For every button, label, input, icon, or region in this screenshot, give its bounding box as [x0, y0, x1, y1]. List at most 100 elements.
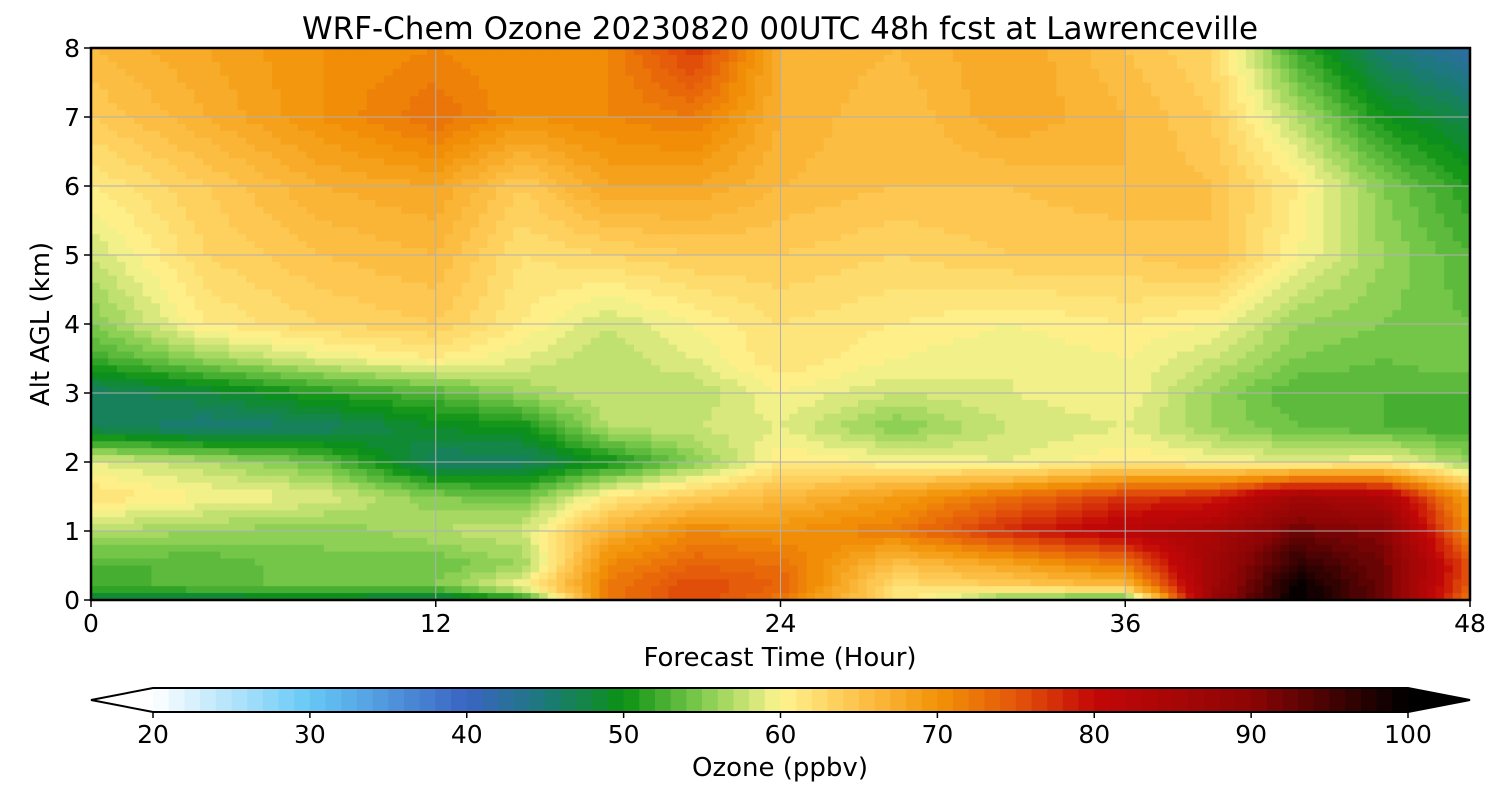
heatmap-cell	[228, 179, 239, 187]
heatmap-cell	[271, 255, 282, 263]
heatmap-cell	[677, 117, 687, 125]
heatmap-cell	[556, 227, 566, 235]
heatmap-cell	[901, 172, 911, 180]
heatmap-cell	[470, 89, 480, 97]
heatmap-cell	[513, 165, 523, 173]
heatmap-cell	[452, 186, 463, 194]
heatmap-cell	[332, 117, 342, 125]
heatmap-cell	[625, 179, 635, 187]
heatmap-cell	[866, 179, 876, 187]
heatmap-cell	[737, 130, 747, 139]
heatmap-cell	[746, 89, 756, 97]
heatmap-cell	[728, 54, 739, 63]
heatmap-cell	[452, 137, 463, 146]
heatmap-cell	[789, 137, 799, 146]
heatmap-cell	[487, 241, 497, 249]
heatmap-cell	[806, 48, 816, 56]
heatmap-cell	[349, 117, 359, 125]
heatmap-cell	[478, 186, 489, 194]
heatmap-cell	[728, 117, 739, 125]
heatmap-cell	[944, 199, 954, 208]
heatmap-cell	[271, 61, 282, 70]
heatmap-cell	[478, 220, 489, 228]
heatmap-cell	[840, 82, 851, 90]
heatmap-cell	[814, 61, 825, 70]
heatmap-cell	[1357, 192, 1368, 201]
heatmap-cell	[1366, 68, 1376, 77]
heatmap-cell	[203, 199, 213, 208]
heatmap-cell	[452, 206, 463, 215]
heatmap-cell	[625, 123, 635, 132]
heatmap-cell	[1383, 199, 1394, 208]
heatmap-cell	[1245, 110, 1256, 118]
heatmap-cell	[461, 220, 471, 228]
heatmap-cell	[99, 220, 109, 228]
heatmap-cell	[168, 241, 178, 249]
heatmap-cell	[1039, 103, 1049, 111]
heatmap-cell	[1194, 103, 1204, 111]
heatmap-cell	[927, 186, 937, 194]
heatmap-cell	[746, 234, 756, 242]
heatmap-cell	[590, 68, 601, 77]
heatmap-cell	[763, 103, 773, 111]
heatmap-cell	[633, 206, 644, 215]
heatmap-cell	[194, 151, 204, 159]
heatmap-cell	[789, 68, 799, 77]
heatmap-cell	[461, 248, 471, 256]
heatmap-cell	[211, 179, 221, 187]
heatmap-cell	[513, 158, 523, 166]
heatmap-cell	[1435, 110, 1445, 118]
heatmap-cell	[427, 96, 437, 104]
heatmap-cell	[858, 206, 868, 215]
heatmap-cell	[961, 186, 971, 194]
heatmap-cell	[642, 48, 652, 56]
heatmap-cell	[771, 103, 782, 111]
heatmap-cell	[1263, 213, 1273, 222]
heatmap-cell	[194, 213, 204, 222]
heatmap-cell	[220, 123, 230, 132]
heatmap-cell	[927, 213, 937, 222]
heatmap-cell	[1426, 192, 1437, 201]
heatmap-cell	[1280, 82, 1290, 90]
heatmap-cell	[995, 151, 1006, 159]
heatmap-cell	[1056, 234, 1066, 242]
heatmap-cell	[659, 192, 670, 201]
heatmap-cell	[228, 123, 239, 132]
heatmap-cell	[642, 110, 652, 118]
heatmap-cell	[470, 82, 480, 90]
heatmap-cell	[125, 61, 135, 70]
heatmap-cell	[452, 172, 463, 180]
heatmap-cell	[1306, 54, 1316, 63]
heatmap-cell	[883, 227, 894, 235]
heatmap-cell	[1099, 241, 1109, 249]
heatmap-cell	[746, 165, 756, 173]
heatmap-cell	[1056, 206, 1066, 215]
heatmap-cell	[677, 54, 687, 63]
heatmap-cell	[1375, 123, 1385, 132]
heatmap-cell	[211, 103, 221, 111]
heatmap-cell	[159, 199, 170, 208]
heatmap-cell	[246, 158, 256, 166]
heatmap-cell	[728, 248, 739, 256]
heatmap-cell	[1021, 199, 1032, 208]
heatmap-cell	[927, 123, 937, 132]
heatmap-cell	[159, 48, 170, 56]
heatmap-cell	[737, 186, 747, 194]
heatmap-cell	[134, 61, 144, 70]
heatmap-cell	[1013, 234, 1023, 242]
heatmap-cell	[271, 144, 282, 153]
heatmap-cell	[547, 192, 558, 201]
heatmap-cell	[944, 75, 954, 84]
heatmap-cell	[944, 130, 954, 139]
heatmap-cell	[1176, 186, 1187, 194]
heatmap-cell	[108, 172, 118, 180]
heatmap-cell	[1013, 165, 1023, 173]
heatmap-cell	[1314, 165, 1325, 173]
heatmap-cell	[728, 255, 739, 263]
heatmap-cell	[1064, 68, 1075, 77]
heatmap-cell	[1021, 54, 1032, 63]
heatmap-cell	[1056, 213, 1066, 222]
heatmap-cell	[737, 61, 747, 70]
heatmap-cell	[1108, 68, 1118, 77]
heatmap-cell	[427, 179, 437, 187]
